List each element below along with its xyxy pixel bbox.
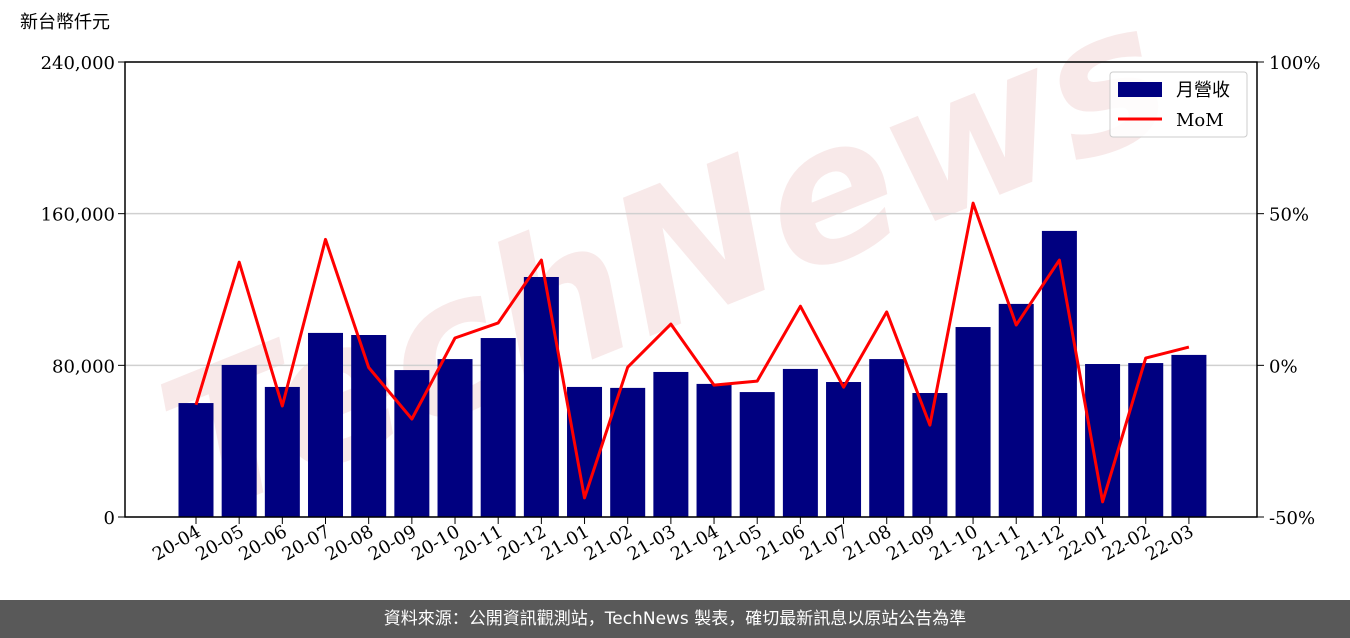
x-tick-label: 21-08 bbox=[840, 521, 895, 565]
x-tick-label: 22-03 bbox=[1142, 521, 1197, 565]
bar bbox=[826, 382, 862, 517]
x-tick-label: 21-07 bbox=[797, 521, 852, 565]
y-tick-label: 160,000 bbox=[41, 205, 115, 226]
x-tick-label: 20-11 bbox=[451, 521, 506, 565]
bar bbox=[610, 387, 646, 517]
x-tick-label: 21-01 bbox=[538, 521, 593, 565]
x-tick-label: 20-04 bbox=[149, 521, 204, 565]
y-tick-label: 80,000 bbox=[52, 356, 115, 377]
x-tick-label: 20-10 bbox=[408, 521, 463, 565]
bar bbox=[955, 327, 991, 517]
bar bbox=[221, 364, 257, 517]
legend-swatch bbox=[1118, 82, 1162, 97]
bar bbox=[264, 386, 300, 517]
bar bbox=[998, 303, 1034, 517]
x-tick-label: 21-06 bbox=[753, 521, 808, 565]
bar bbox=[1041, 230, 1077, 517]
x-tick-label: 21-02 bbox=[581, 521, 636, 565]
x-tick-label: 22-01 bbox=[1056, 521, 1111, 565]
line bbox=[194, 201, 1190, 504]
bar bbox=[394, 370, 430, 517]
bar bbox=[912, 393, 948, 517]
y-axis-label: 新台幣仟元 bbox=[20, 12, 110, 33]
bar bbox=[178, 403, 214, 517]
x-tick-label: 21-04 bbox=[667, 521, 722, 565]
y2-tick-label: 0% bbox=[1269, 356, 1298, 377]
bar bbox=[653, 371, 689, 517]
footer: 資料來源：公開資訊觀測站，TechNews 製表，確切最新訊息以原站公告為準 bbox=[0, 600, 1350, 638]
bar bbox=[308, 332, 344, 517]
y2-tick-label: 100% bbox=[1269, 53, 1320, 74]
bar bbox=[739, 392, 775, 517]
bar bbox=[437, 359, 473, 517]
chart: 新台幣仟元 TechNews 080,000160,000240,000-50%… bbox=[20, 0, 1320, 565]
x-tick-label: 20-08 bbox=[322, 521, 377, 565]
y-tick-label: 0 bbox=[104, 508, 115, 529]
bar bbox=[523, 276, 559, 517]
x-tick-label: 21-05 bbox=[710, 521, 765, 565]
x-tick-label: 22-02 bbox=[1099, 521, 1154, 565]
bar bbox=[869, 359, 905, 517]
bar bbox=[696, 383, 732, 517]
y2-tick-label: 50% bbox=[1269, 205, 1309, 226]
x-tick-label: 20-12 bbox=[494, 521, 549, 565]
legend-label: MoM bbox=[1176, 110, 1224, 131]
bar bbox=[1171, 354, 1207, 517]
x-tick-label: 20-09 bbox=[365, 521, 420, 565]
y2-tick-label: -50% bbox=[1269, 508, 1315, 529]
x-tick-label: 21-03 bbox=[624, 521, 679, 565]
bar bbox=[782, 368, 818, 517]
plot-frame bbox=[124, 61, 1258, 518]
x-tick-label: 21-09 bbox=[883, 521, 938, 565]
bar bbox=[1128, 363, 1164, 517]
bar bbox=[351, 335, 387, 517]
bar bbox=[480, 338, 516, 517]
x-tick-label: 21-10 bbox=[926, 521, 981, 565]
x-tick-label: 21-11 bbox=[969, 521, 1024, 565]
x-tick-label: 21-12 bbox=[1012, 521, 1067, 565]
legend-label: 月營收 bbox=[1176, 80, 1230, 101]
y-tick-label: 240,000 bbox=[41, 53, 115, 74]
